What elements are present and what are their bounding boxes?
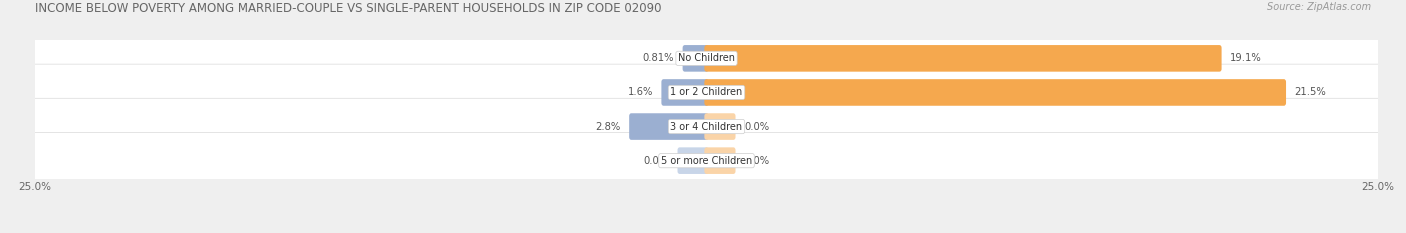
Legend: Married Couples, Single Parents: Married Couples, Single Parents (603, 229, 810, 233)
FancyBboxPatch shape (704, 79, 1286, 106)
Text: 0.81%: 0.81% (643, 53, 673, 63)
FancyBboxPatch shape (3, 64, 1406, 121)
FancyBboxPatch shape (704, 113, 735, 140)
Text: 2.8%: 2.8% (595, 122, 620, 132)
Text: 1.6%: 1.6% (627, 87, 652, 97)
FancyBboxPatch shape (3, 132, 1406, 189)
Text: 5 or more Children: 5 or more Children (661, 156, 752, 166)
Text: 1 or 2 Children: 1 or 2 Children (671, 87, 742, 97)
Text: 3 or 4 Children: 3 or 4 Children (671, 122, 742, 132)
Text: 19.1%: 19.1% (1230, 53, 1263, 63)
Text: 0.0%: 0.0% (644, 156, 669, 166)
Text: INCOME BELOW POVERTY AMONG MARRIED-COUPLE VS SINGLE-PARENT HOUSEHOLDS IN ZIP COD: INCOME BELOW POVERTY AMONG MARRIED-COUPL… (35, 2, 662, 15)
FancyBboxPatch shape (678, 147, 709, 174)
FancyBboxPatch shape (3, 98, 1406, 155)
FancyBboxPatch shape (3, 30, 1406, 87)
FancyBboxPatch shape (661, 79, 709, 106)
FancyBboxPatch shape (704, 45, 1222, 72)
FancyBboxPatch shape (704, 147, 735, 174)
Text: 21.5%: 21.5% (1295, 87, 1326, 97)
Text: No Children: No Children (678, 53, 735, 63)
Text: 0.0%: 0.0% (744, 156, 769, 166)
Text: Source: ZipAtlas.com: Source: ZipAtlas.com (1267, 2, 1371, 12)
FancyBboxPatch shape (628, 113, 709, 140)
FancyBboxPatch shape (683, 45, 709, 72)
Text: 0.0%: 0.0% (744, 122, 769, 132)
